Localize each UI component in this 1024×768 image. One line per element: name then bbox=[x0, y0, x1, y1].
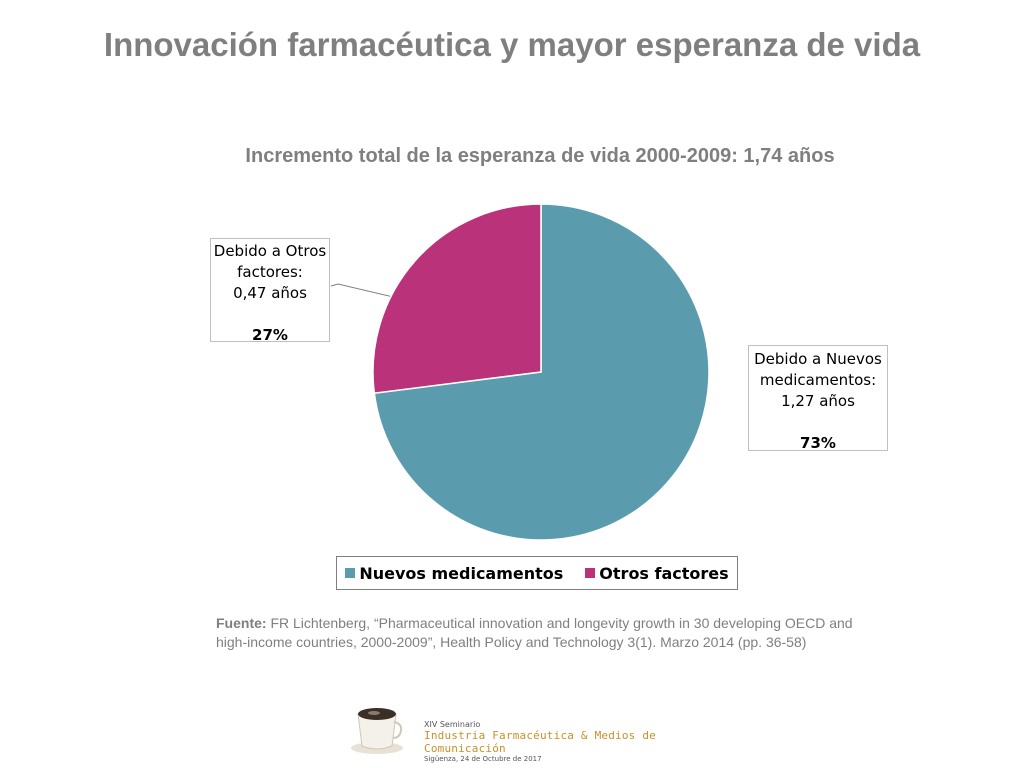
label-nuevos-percent: 73% bbox=[800, 434, 836, 452]
slide-title: Innovación farmacéutica y mayor esperanz… bbox=[103, 26, 921, 63]
label-nuevos-line2: medicamentos: bbox=[759, 371, 877, 389]
footer-place-date: Sigüenza, 24 de Octubre de 2017 bbox=[424, 755, 542, 763]
label-otros-factores: Debido a Otros factores: 0,47 años 27% bbox=[210, 238, 330, 344]
chart-legend: Nuevos medicamentos Otros factores bbox=[336, 556, 738, 590]
footer-seminar-name: Industria Farmacéutica & Medios de Comun… bbox=[424, 729, 656, 755]
legend-item-otros: Otros factores bbox=[585, 563, 729, 583]
source-label: Fuente: bbox=[216, 615, 267, 631]
leader-line bbox=[330, 283, 396, 298]
legend-item-nuevos: Nuevos medicamentos bbox=[345, 564, 563, 583]
label-otros-percent: 27% bbox=[252, 326, 288, 344]
legend-swatch-otros bbox=[585, 568, 596, 578]
coffee-cup-logo-icon bbox=[351, 708, 403, 754]
chart-title: Incremento total de la esperanza de vida… bbox=[245, 145, 835, 167]
seminar-footer: XIV Seminario Industria Farmacéutica & M… bbox=[344, 698, 724, 763]
label-nuevos-line3: 1,27 años bbox=[781, 392, 855, 410]
source-note: Fuente: FR Lichtenberg, “Pharmaceutical … bbox=[216, 614, 856, 652]
legend-swatch-nuevos bbox=[345, 568, 356, 578]
source-text: FR Lichtenberg, “Pharmaceutical innovati… bbox=[216, 615, 853, 650]
label-otros-line3: 0,47 años bbox=[233, 284, 307, 302]
legend-label-nuevos: Nuevos medicamentos bbox=[359, 563, 564, 583]
legend-label-otros: Otros factores bbox=[599, 563, 729, 583]
label-nuevos-medicamentos: Debido a Nuevos medicamentos: 1,27 años … bbox=[748, 345, 888, 452]
label-otros-line2: factores: bbox=[237, 263, 303, 281]
pie-slice-otros-factores bbox=[372, 203, 542, 395]
label-otros-line1: Debido a Otros bbox=[213, 242, 327, 260]
footer-seminar-number: XIV Seminario bbox=[424, 720, 481, 729]
label-nuevos-line1: Debido a Nuevos bbox=[754, 350, 882, 368]
